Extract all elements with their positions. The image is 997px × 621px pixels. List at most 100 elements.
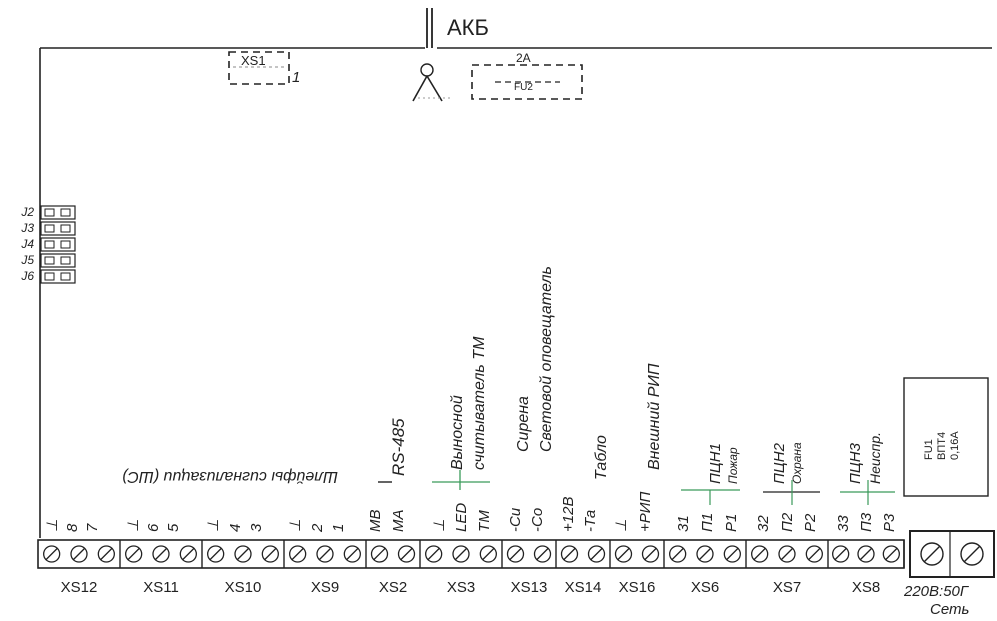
jumper-row: J4 [20, 237, 76, 252]
loops-label: Шлейфы сигнализации (ШС) [122, 468, 338, 485]
pin-label: П1 [699, 513, 716, 532]
jumper-label: J3 [20, 221, 34, 235]
mains-rating: 220В:50Г [903, 583, 970, 600]
pin-label: 31 [675, 515, 692, 532]
screw-icon [641, 545, 660, 563]
pcn2-label-2: Охрана [790, 442, 804, 484]
pin-label: ⊥ [44, 519, 61, 532]
pin-label: ⊥ [287, 519, 304, 532]
screw-icon [778, 545, 796, 563]
battery-lead: АКБ [426, 8, 489, 48]
connector-label: XS16 [619, 579, 656, 596]
xs1-tag: 1 [292, 69, 300, 86]
pcn3-group: ПЦН3 Неиспр. [840, 432, 895, 505]
left-jumpers: J2 J3 J4 J5 J6 [20, 205, 76, 284]
connector-label: XS14 [565, 579, 602, 596]
siren-label: Сирена [515, 396, 532, 452]
jumper-row: J2 [20, 205, 76, 220]
screw-icon [234, 545, 252, 563]
pin-label: П3 [858, 512, 875, 532]
reader-group: Выносной считыватель ТМ [432, 336, 490, 490]
pin-label: +12В [560, 497, 577, 532]
screw-icon [857, 545, 875, 563]
fu2-rating: 2A [516, 51, 531, 65]
screw-icon [152, 545, 170, 563]
screw-icon [125, 545, 143, 563]
jumper-label: J2 [20, 205, 34, 219]
screw-icon [882, 545, 900, 563]
pin-label: МВ [367, 510, 384, 533]
fu1-line-2: ВПТ4 [936, 432, 948, 460]
battery-label: АКБ [447, 15, 489, 40]
screw-icon [533, 545, 552, 563]
screw-icon [289, 545, 307, 563]
terminal-strip [37, 539, 905, 569]
pin-label: -Со [529, 508, 546, 532]
pin-label: П2 [779, 512, 796, 532]
pin-label: -Си [507, 507, 524, 532]
pin-label: 1 [330, 524, 347, 532]
screw-icon [425, 545, 443, 563]
screw-icon [832, 545, 850, 563]
pin-label: 33 [835, 515, 852, 532]
screw-icon [207, 545, 225, 563]
screw-icon [614, 545, 633, 563]
screw-icon [751, 545, 769, 563]
connector-labels: XS12 XS11 XS10 XS9 XS2 XS3 XS13 XS14 XS16 XS6 XS7 X… [61, 579, 881, 596]
screw-icon [397, 545, 416, 563]
screw-icon [179, 545, 197, 563]
pin-label: 5 [165, 523, 182, 532]
pin-label: ⊥ [431, 519, 448, 532]
pin-label: 7 [84, 523, 101, 532]
pin-label: 3 [248, 523, 265, 532]
pin-label: -Та [582, 510, 599, 532]
board-outline [39, 47, 992, 538]
pin-label: МА [390, 510, 407, 533]
battery-connector [412, 63, 452, 102]
screw-icon [587, 545, 606, 563]
connector-label: XS2 [379, 579, 407, 596]
screw-icon [506, 545, 525, 563]
mains-terminal: 220В:50Г Сеть [903, 530, 995, 618]
fu1-line-3: 0,16А [949, 431, 961, 460]
connector-label: XS9 [311, 579, 339, 596]
screw-icon [696, 545, 714, 563]
pcn1-label-2: Пожар [726, 447, 740, 484]
xs1-label: XS1 [241, 53, 266, 68]
screw-icon [43, 545, 61, 563]
pin-label: ТМ [476, 510, 493, 532]
jumper-label: J5 [20, 253, 34, 267]
mains-screw-icon [960, 542, 984, 566]
pin-label: ⊥ [125, 519, 142, 532]
connector-label: XS13 [511, 579, 548, 596]
pin-label: Р3 [881, 513, 898, 532]
screw-icon [70, 545, 88, 563]
pin-label: Р2 [802, 513, 819, 532]
rip-label: Внешний РИП [646, 363, 663, 470]
screw-icon [479, 545, 497, 563]
fu2-label: FU2 [514, 82, 533, 93]
pcn3-label-2: Неиспр. [867, 432, 883, 484]
pcn2-group: ПЦН2 Охрана [763, 442, 820, 505]
screw-icon [97, 545, 115, 563]
jumper-row: J5 [20, 253, 76, 268]
pin-label: 8 [64, 523, 81, 532]
connector-label: XS3 [447, 579, 475, 596]
pin-label: 32 [755, 515, 772, 532]
screw-icon [343, 545, 361, 563]
terminal-pin-labels: ⊥ 8 7 ⊥ 6 5 ⊥ 4 3 ⊥ 2 1 МВ МА ⊥ LED ТМ -Си -Со +12В -Та ⊥ +РИП… [44, 492, 898, 533]
reader-label-2: считыватель ТМ [471, 336, 488, 470]
jumper-row: J6 [20, 269, 76, 284]
screw-icon [370, 545, 389, 563]
screw-icon [669, 545, 687, 563]
screw-icon [261, 545, 279, 563]
pin-label: LED [453, 503, 470, 532]
jumper-label: J4 [20, 237, 34, 251]
jumper-xs1: XS1 1 [228, 51, 300, 86]
mains-label: Сеть [930, 601, 970, 618]
screw-icon [316, 545, 334, 563]
connector-label: XS12 [61, 579, 98, 596]
screw-icon [452, 545, 470, 563]
fu1-line-1: FU1 [923, 439, 935, 460]
pin-label: +РИП [637, 492, 654, 532]
